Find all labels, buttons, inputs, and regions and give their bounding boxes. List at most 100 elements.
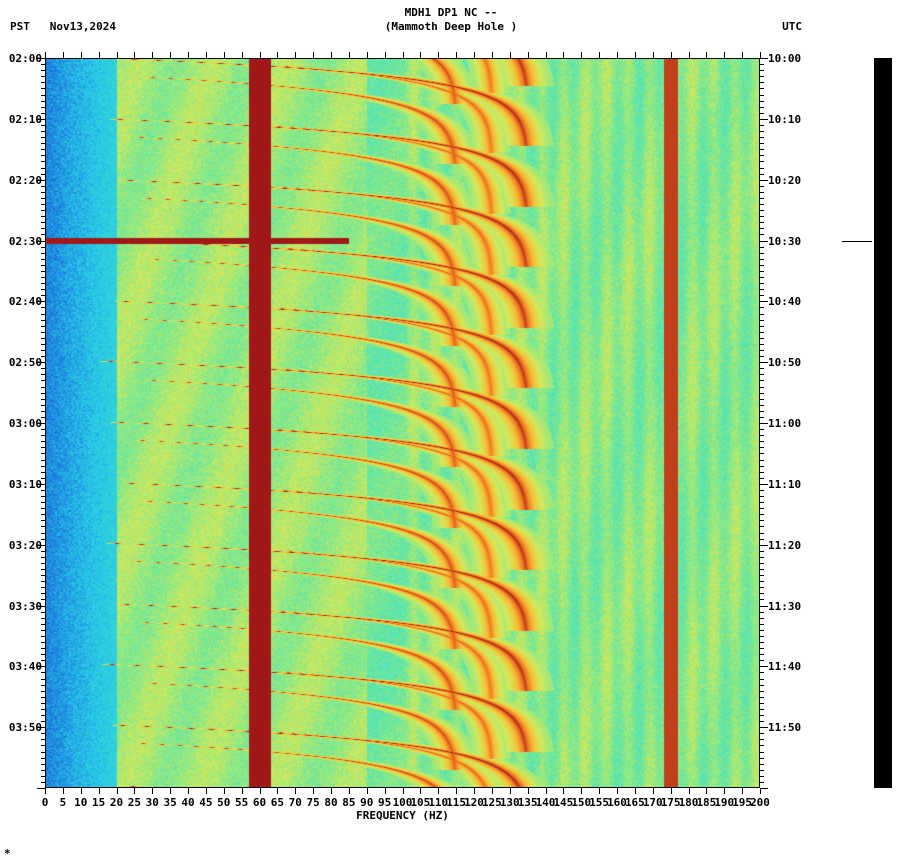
y-tick-mark [760, 119, 768, 120]
y-right-tick: 11:50 [768, 721, 813, 734]
x-tick-mark [546, 52, 547, 58]
x-tick-label: 10 [74, 796, 87, 809]
y-tick-mark [760, 64, 764, 65]
x-tick-mark [99, 52, 100, 58]
y-tick-mark [41, 581, 45, 582]
y-tick-mark [760, 715, 764, 716]
x-tick-mark [420, 788, 421, 794]
y-tick-mark [760, 405, 764, 406]
x-tick-mark [617, 788, 618, 794]
y-tick-mark [41, 88, 45, 89]
y-tick-mark [760, 502, 764, 503]
y-tick-mark [760, 362, 768, 363]
y-tick-mark [41, 155, 45, 156]
y-tick-mark [41, 776, 45, 777]
y-tick-mark [41, 374, 45, 375]
y-tick-mark [41, 770, 45, 771]
x-tick-label: 45 [199, 796, 212, 809]
y-tick-mark [760, 551, 764, 552]
y-tick-mark [760, 691, 764, 692]
x-tick-mark [742, 788, 743, 794]
y-tick-mark [760, 599, 764, 600]
y-tick-mark [37, 788, 45, 789]
y-tick-mark [41, 332, 45, 333]
y-tick-mark [760, 727, 768, 728]
y-left-tick: 03:20 [2, 539, 42, 552]
y-tick-mark [41, 752, 45, 753]
x-tick-mark [581, 788, 582, 794]
y-tick-mark [41, 533, 45, 534]
y-tick-mark [41, 630, 45, 631]
y-tick-mark [41, 186, 45, 187]
y-tick-mark [41, 64, 45, 65]
y-tick-mark [41, 514, 45, 515]
y-tick-mark [760, 70, 764, 71]
y-tick-mark [41, 496, 45, 497]
y-tick-mark [760, 289, 764, 290]
y-right-tick: 11:10 [768, 478, 813, 491]
x-tick-mark [492, 52, 493, 58]
x-tick-mark [635, 52, 636, 58]
colorbar [874, 58, 892, 788]
x-tick-mark [331, 788, 332, 794]
y-tick-mark [41, 228, 45, 229]
y-tick-mark [41, 350, 45, 351]
y-tick-mark [760, 478, 764, 479]
x-tick-label: 50 [217, 796, 230, 809]
header-left: PST Nov13,2024 [10, 20, 116, 33]
y-tick-mark [760, 593, 764, 594]
y-tick-mark [41, 502, 45, 503]
y-tick-mark [41, 411, 45, 412]
y-left-tick: 03:10 [2, 478, 42, 491]
header-date: Nov13,2024 [50, 20, 116, 33]
y-tick-mark [760, 636, 764, 637]
y-tick-mark [41, 618, 45, 619]
y-tick-mark [37, 666, 45, 667]
y-tick-mark [760, 709, 764, 710]
x-tick-label: 35 [164, 796, 177, 809]
y-tick-mark [760, 374, 764, 375]
x-tick-mark [313, 788, 314, 794]
y-tick-mark [760, 630, 764, 631]
y-tick-mark [41, 466, 45, 467]
y-tick-mark [41, 526, 45, 527]
x-tick-label: 5 [60, 796, 67, 809]
y-tick-mark [760, 265, 764, 266]
y-tick-mark [41, 520, 45, 521]
x-tick-mark [689, 52, 690, 58]
y-tick-mark [41, 168, 45, 169]
y-right-tick: 11:00 [768, 417, 813, 430]
y-tick-mark [760, 241, 768, 242]
y-tick-mark [760, 107, 764, 108]
x-tick-mark [706, 52, 707, 58]
y-right-tick: 10:20 [768, 174, 813, 187]
y-tick-mark [41, 326, 45, 327]
y-tick-mark [760, 149, 764, 150]
y-tick-mark [41, 289, 45, 290]
x-tick-mark [367, 52, 368, 58]
y-tick-mark [760, 575, 764, 576]
x-tick-mark [99, 788, 100, 794]
y-tick-mark [760, 733, 764, 734]
x-tick-mark [760, 788, 761, 794]
y-tick-mark [760, 411, 764, 412]
y-tick-mark [41, 259, 45, 260]
y-tick-mark [760, 58, 768, 59]
y-tick-mark [41, 76, 45, 77]
y-right-tick: 10:00 [768, 52, 813, 65]
y-tick-mark [760, 642, 764, 643]
y-tick-mark [760, 259, 764, 260]
y-tick-mark [760, 174, 764, 175]
y-tick-mark [41, 192, 45, 193]
y-tick-mark [41, 782, 45, 783]
y-tick-mark [37, 545, 45, 546]
y-tick-mark [41, 508, 45, 509]
x-tick-mark [81, 52, 82, 58]
y-tick-mark [41, 679, 45, 680]
y-tick-mark [760, 666, 768, 667]
x-tick-mark [510, 788, 511, 794]
y-tick-mark [41, 472, 45, 473]
y-right-tick: 10:30 [768, 235, 813, 248]
x-tick-label: 85 [342, 796, 355, 809]
x-tick-mark [420, 52, 421, 58]
